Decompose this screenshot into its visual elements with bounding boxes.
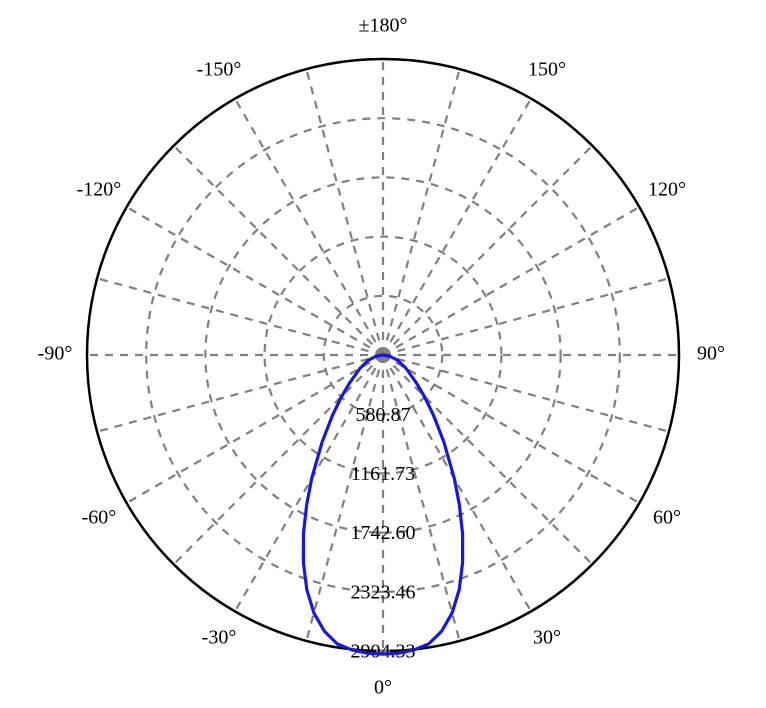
angle-label: -90° (38, 343, 73, 365)
angle-label: 90° (697, 343, 725, 365)
angle-label: 60° (653, 507, 681, 529)
angle-label: 30° (533, 627, 561, 649)
grid-spoke (97, 278, 383, 355)
grid-spoke (383, 207, 639, 355)
angle-label: ±180° (359, 15, 408, 37)
grid-spoke (127, 207, 383, 355)
data-curve (303, 355, 462, 654)
polar-chart: 580.871161.731742.602323.462904.33 0°30°… (0, 0, 766, 708)
angle-label: -30° (202, 627, 237, 649)
grid-spoke (97, 355, 383, 432)
angle-label: 0° (374, 677, 392, 699)
radial-label: 580.87 (356, 404, 411, 426)
grid-spoke (383, 69, 460, 355)
angle-label: -60° (82, 507, 117, 529)
radial-label: 1161.73 (351, 463, 415, 485)
grid-spoke (383, 355, 669, 432)
grid-spoke (174, 146, 383, 355)
grid-spoke (383, 355, 639, 503)
grid-spoke (383, 146, 592, 355)
radial-label: 1742.60 (351, 522, 416, 544)
angle-label: 120° (648, 179, 686, 201)
grid-spoke (383, 99, 531, 355)
radial-label: 2323.46 (351, 581, 416, 603)
grid-spoke (306, 69, 383, 355)
angle-label: 150° (528, 59, 566, 81)
grid-spoke (383, 278, 669, 355)
grid-spoke (127, 355, 383, 503)
angle-label: -150° (197, 59, 242, 81)
angle-label: -120° (77, 179, 122, 201)
grid-spoke (235, 99, 383, 355)
